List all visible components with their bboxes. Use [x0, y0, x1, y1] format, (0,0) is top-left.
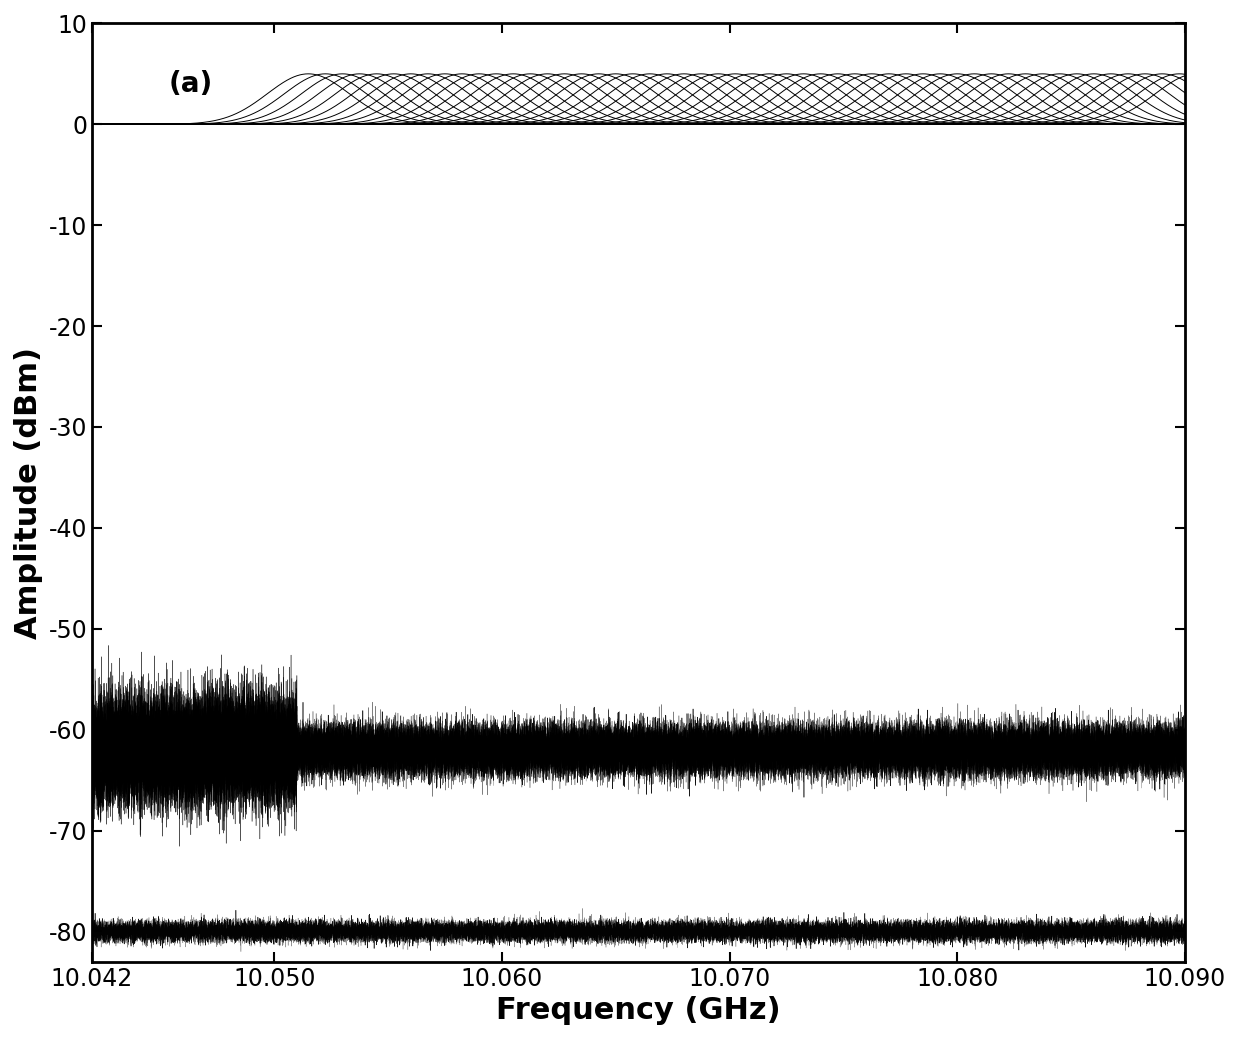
- X-axis label: Frequency (GHz): Frequency (GHz): [496, 996, 781, 1025]
- Y-axis label: Amplitude (dBm): Amplitude (dBm): [14, 347, 43, 639]
- Text: (a): (a): [169, 71, 213, 99]
